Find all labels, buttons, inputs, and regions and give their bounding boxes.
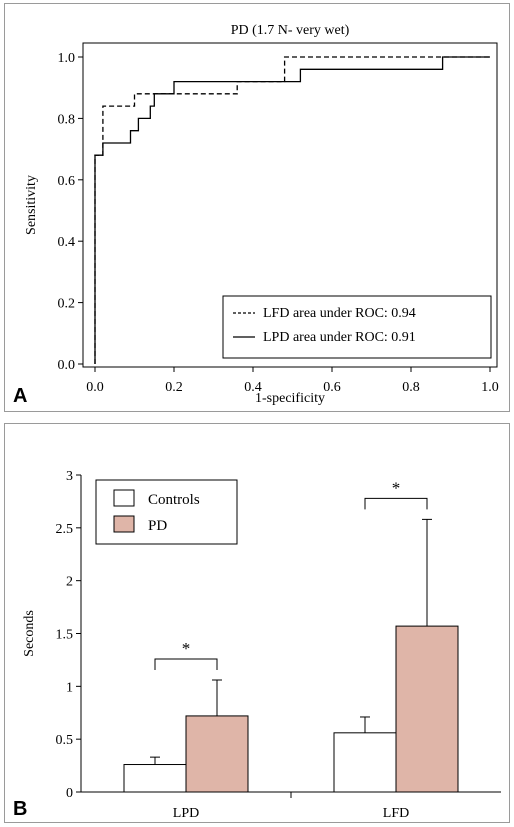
y-axis-label: Sensitivity xyxy=(24,175,39,235)
y-tick-label: 0.8 xyxy=(58,112,76,127)
bar-controls xyxy=(123,764,187,793)
legend-box xyxy=(222,295,492,359)
y-tick-label: 1.5 xyxy=(56,628,74,643)
panel-label-a: A xyxy=(13,385,28,407)
legend-label: PD xyxy=(148,518,167,534)
bar-pd xyxy=(395,625,459,793)
legend-swatch xyxy=(113,489,135,507)
legend-label: LPD area under ROC: 0.91 xyxy=(263,330,416,345)
legend-label: Controls xyxy=(148,492,200,508)
significance-marker: * xyxy=(182,639,191,658)
roc-curve-lpd xyxy=(94,56,490,364)
bar-panel: 0 0.5 1 1.5 2 2.5 3 Seconds LPD * LFD * Controls PD B xyxy=(4,423,510,823)
roc-panel: PD (1.7 N- very wet) 0.0 0.2 0.4 0.6 0.8 1.0 0.… xyxy=(4,3,510,412)
legend-label: LFD area under ROC: 0.94 xyxy=(263,306,416,321)
bar-chart: 0 0.5 1 1.5 2 2.5 3 Seconds LPD * LFD * Controls PD xyxy=(22,469,501,821)
y-tick-label: 3 xyxy=(66,469,73,484)
legend-swatch xyxy=(113,515,135,533)
x-tick-label: 0.4 xyxy=(244,380,262,395)
y-tick-label: 0.5 xyxy=(56,733,74,748)
x-tick-label: 0.2 xyxy=(165,380,183,395)
x-tick-label: 1.0 xyxy=(481,380,499,395)
y-axis-label: Seconds xyxy=(22,610,37,657)
significance-marker: * xyxy=(392,478,401,497)
bar-pd xyxy=(185,715,249,793)
x-tick-label: 0.6 xyxy=(323,380,341,395)
x-tick-label: 0.8 xyxy=(402,380,420,395)
significance-bracket xyxy=(364,497,428,510)
roc-chart: PD (1.7 N- very wet) 0.0 0.2 0.4 0.6 0.8 1.0 0.… xyxy=(24,23,499,406)
y-tick-label: 2 xyxy=(66,575,73,590)
x-axis-label: 1-specificity xyxy=(255,391,325,406)
y-tick-label: 0.4 xyxy=(58,235,76,250)
chart-title: PD (1.7 N- very wet) xyxy=(231,23,350,38)
x-tick-label: 0.0 xyxy=(86,380,104,395)
significance-bracket xyxy=(154,658,218,670)
category-label: LPD xyxy=(173,806,199,821)
y-tick-label: 0.6 xyxy=(58,174,76,189)
bar-controls xyxy=(333,732,397,793)
y-tick-label: 0.2 xyxy=(58,297,76,312)
y-tick-label: 0.0 xyxy=(58,358,76,373)
y-tick-label: 1.0 xyxy=(58,51,76,66)
plot-frame xyxy=(82,42,498,368)
y-tick-label: 2.5 xyxy=(56,522,74,537)
y-tick-label: 1 xyxy=(66,680,73,695)
y-tick-label: 0 xyxy=(66,786,73,801)
category-label: LFD xyxy=(383,806,409,821)
panel-label-b: B xyxy=(13,798,28,820)
